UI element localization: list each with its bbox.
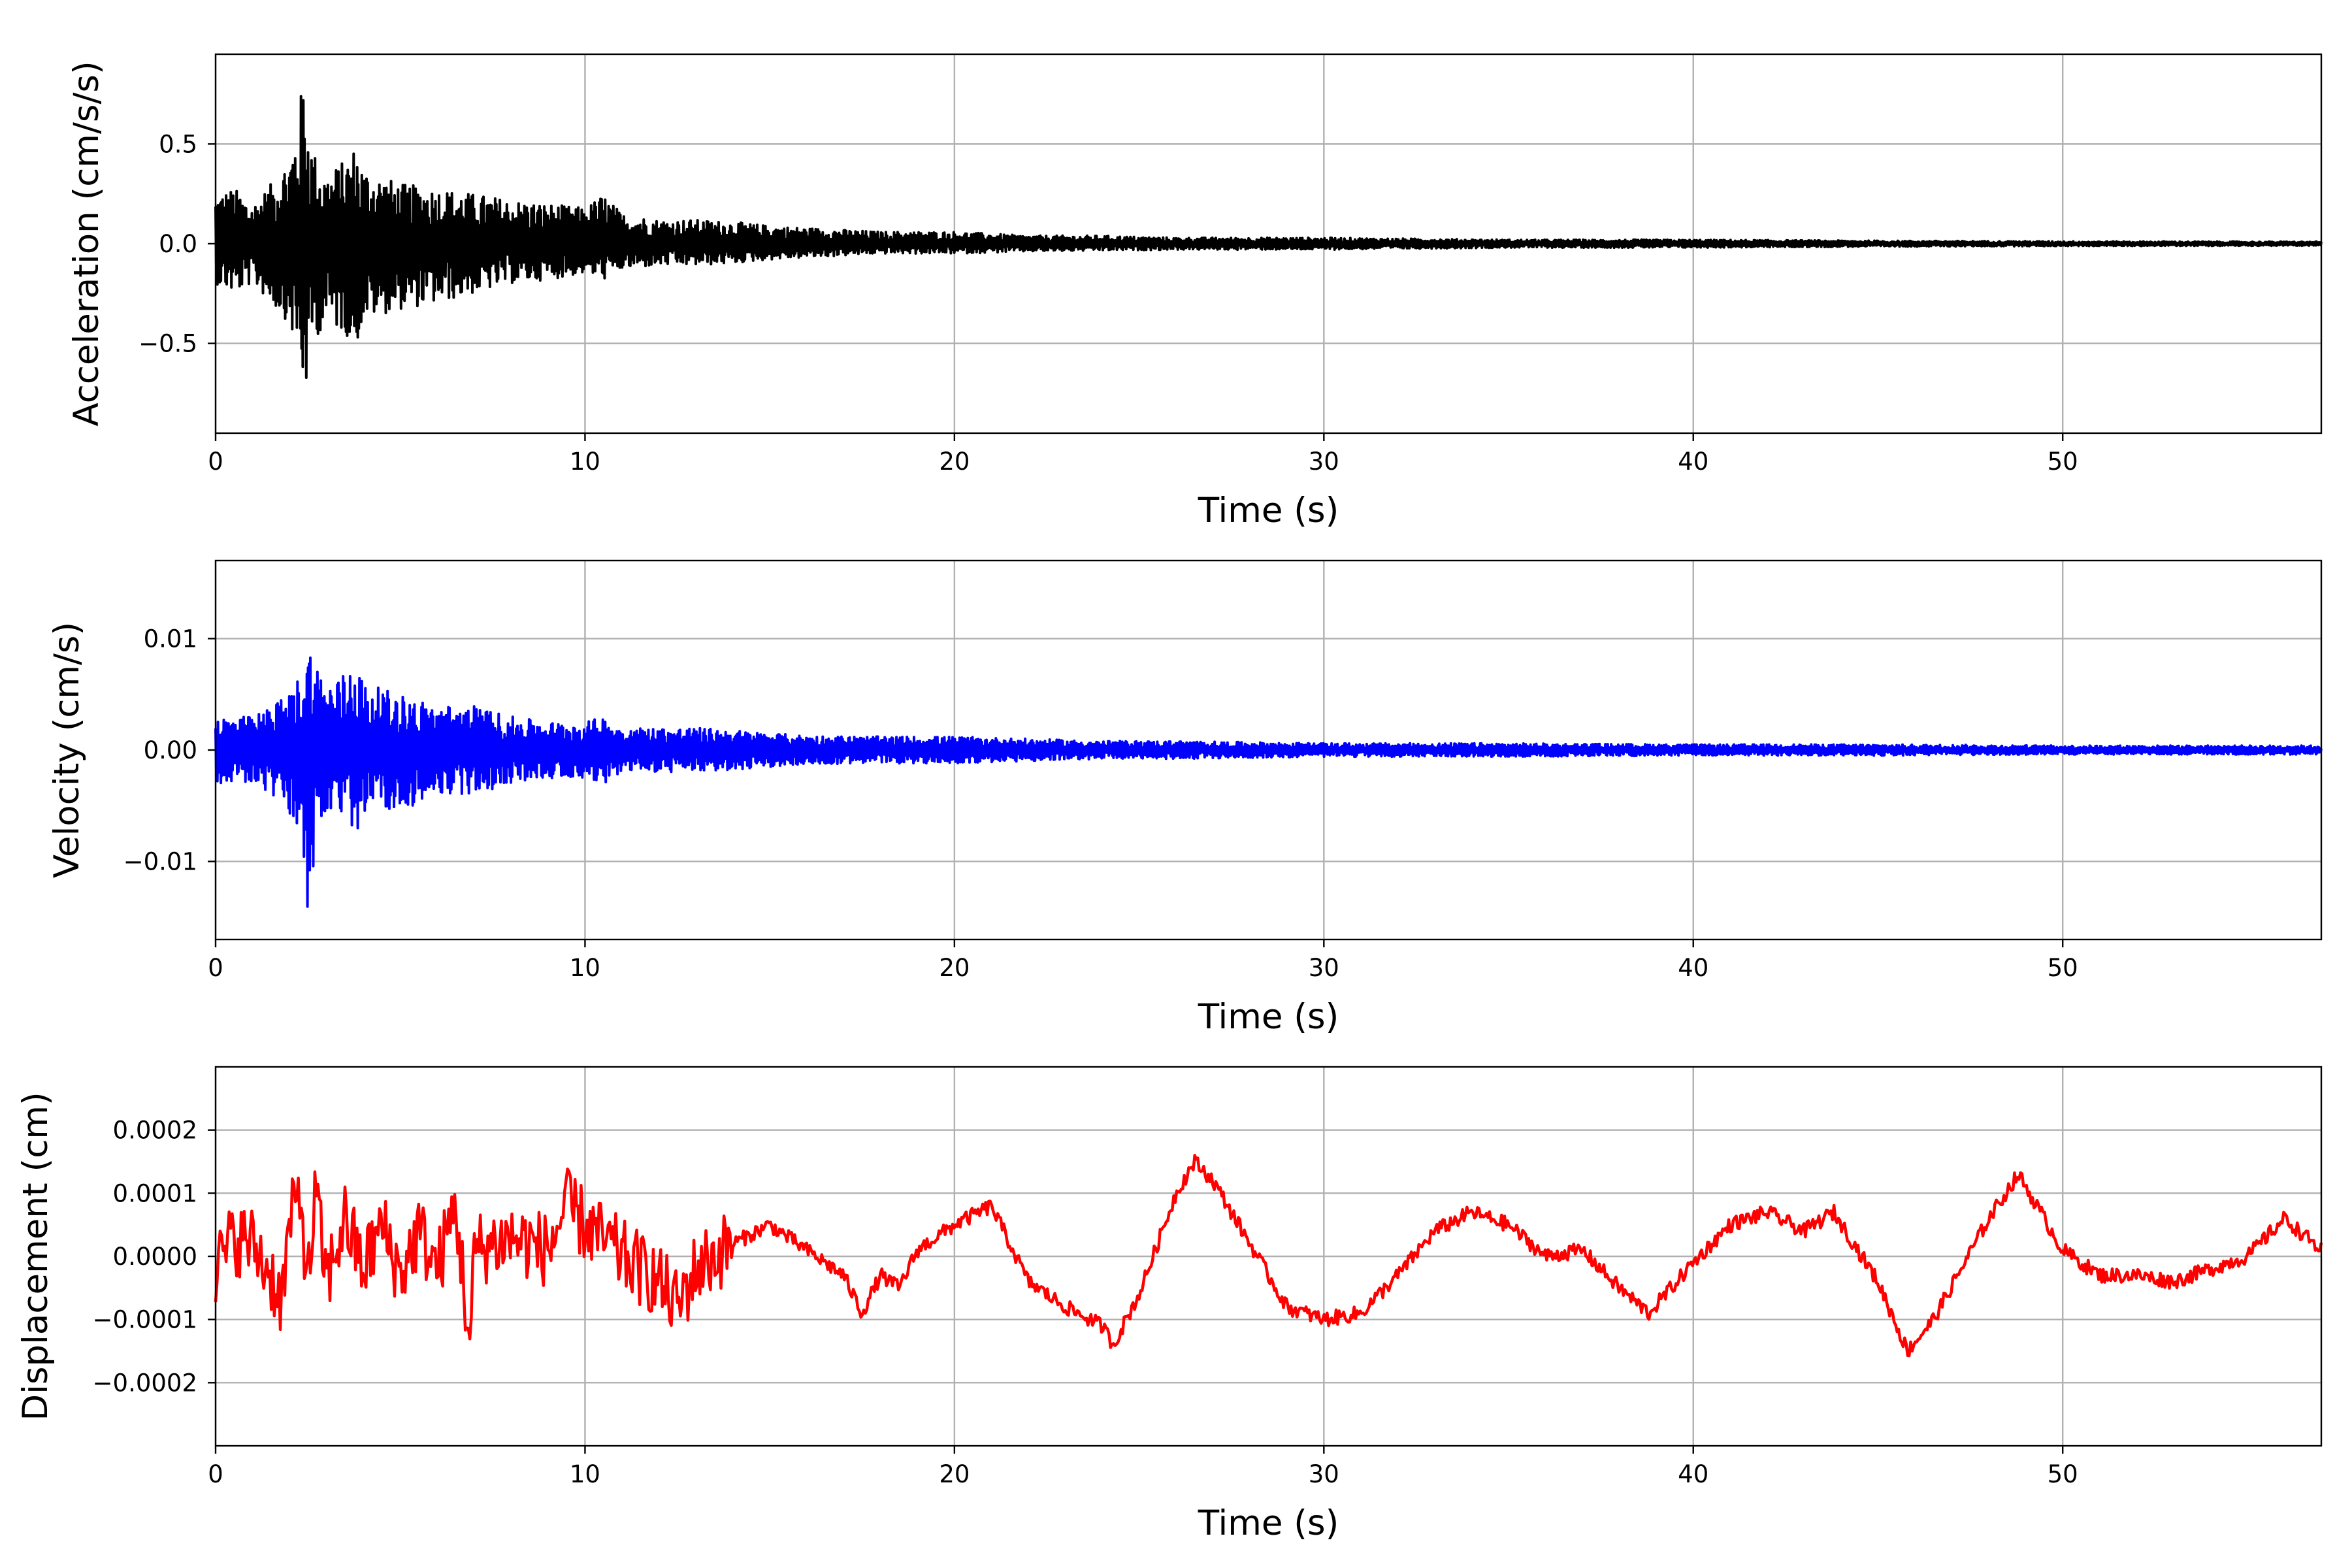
velocity-x-tick-label: 0	[208, 954, 223, 982]
acceleration-panel: 0 10 20 30 40 50 −0.5 0.0 0.5 Time (s) Acceleratio…	[67, 53, 2323, 531]
acceleration-series-line	[214, 95, 2323, 379]
velocity-x-tick-label: 50	[2048, 954, 2078, 982]
acceleration-x-tick-label: 0	[208, 448, 223, 476]
velocity-y-tick-label: 0.00	[144, 736, 197, 764]
displacement-x-tick-label: 10	[570, 1460, 600, 1488]
velocity-y-tick-label: 0.01	[144, 625, 197, 653]
acceleration-y-axis-label: Acceleration (cm/s/s)	[67, 61, 106, 426]
displacement-y-tick-label: 0.0001	[113, 1179, 197, 1207]
displacement-panel: 0 10 20 30 40 50 −0.0002 −0.0001 0.0000 0.0001 0.0…	[16, 1066, 2323, 1543]
acceleration-y-tick-label: 0.5	[159, 130, 197, 158]
displacement-x-tick-label: 0	[208, 1460, 223, 1488]
velocity-x-tick-label: 30	[1309, 954, 1339, 982]
acceleration-x-axis-label: Time (s)	[1198, 491, 1339, 531]
displacement-x-axis-label: Time (s)	[1198, 1503, 1339, 1543]
acceleration-x-tick-label: 30	[1309, 448, 1339, 476]
velocity-y-tick-label: −0.01	[123, 848, 197, 876]
displacement-x-tick-label: 50	[2048, 1460, 2078, 1488]
velocity-x-tick-label: 10	[570, 954, 600, 982]
acceleration-x-tick-label: 20	[939, 448, 970, 476]
velocity-x-tick-label: 20	[939, 954, 970, 982]
displacement-x-tick-label: 40	[1678, 1460, 1708, 1488]
acceleration-x-tick-label: 40	[1678, 448, 1708, 476]
acceleration-x-tick-label: 50	[2048, 448, 2078, 476]
displacement-y-tick-label: −0.0002	[93, 1369, 197, 1397]
displacement-y-tick-label: 0.0000	[113, 1243, 197, 1271]
velocity-y-axis-label: Velocity (cm/s)	[47, 622, 87, 878]
acceleration-x-tick-label: 10	[570, 448, 600, 476]
displacement-series-line	[214, 1154, 2323, 1358]
velocity-x-axis-label: Time (s)	[1198, 997, 1339, 1037]
displacement-x-tick-label: 30	[1309, 1460, 1339, 1488]
displacement-y-axis-label: Displacement (cm)	[16, 1092, 56, 1420]
acceleration-y-tick-label: 0.0	[159, 230, 197, 258]
velocity-series-line	[214, 656, 2323, 908]
displacement-y-tick-label: −0.0001	[93, 1306, 197, 1334]
displacement-y-tick-label: 0.0002	[113, 1117, 197, 1145]
velocity-panel: 0 10 20 30 40 50 −0.01 0.00 0.01 Time (s) Velocity…	[47, 559, 2323, 1037]
velocity-x-tick-label: 40	[1678, 954, 1708, 982]
acceleration-y-tick-label: −0.5	[139, 330, 197, 358]
displacement-x-tick-label: 20	[939, 1460, 970, 1488]
